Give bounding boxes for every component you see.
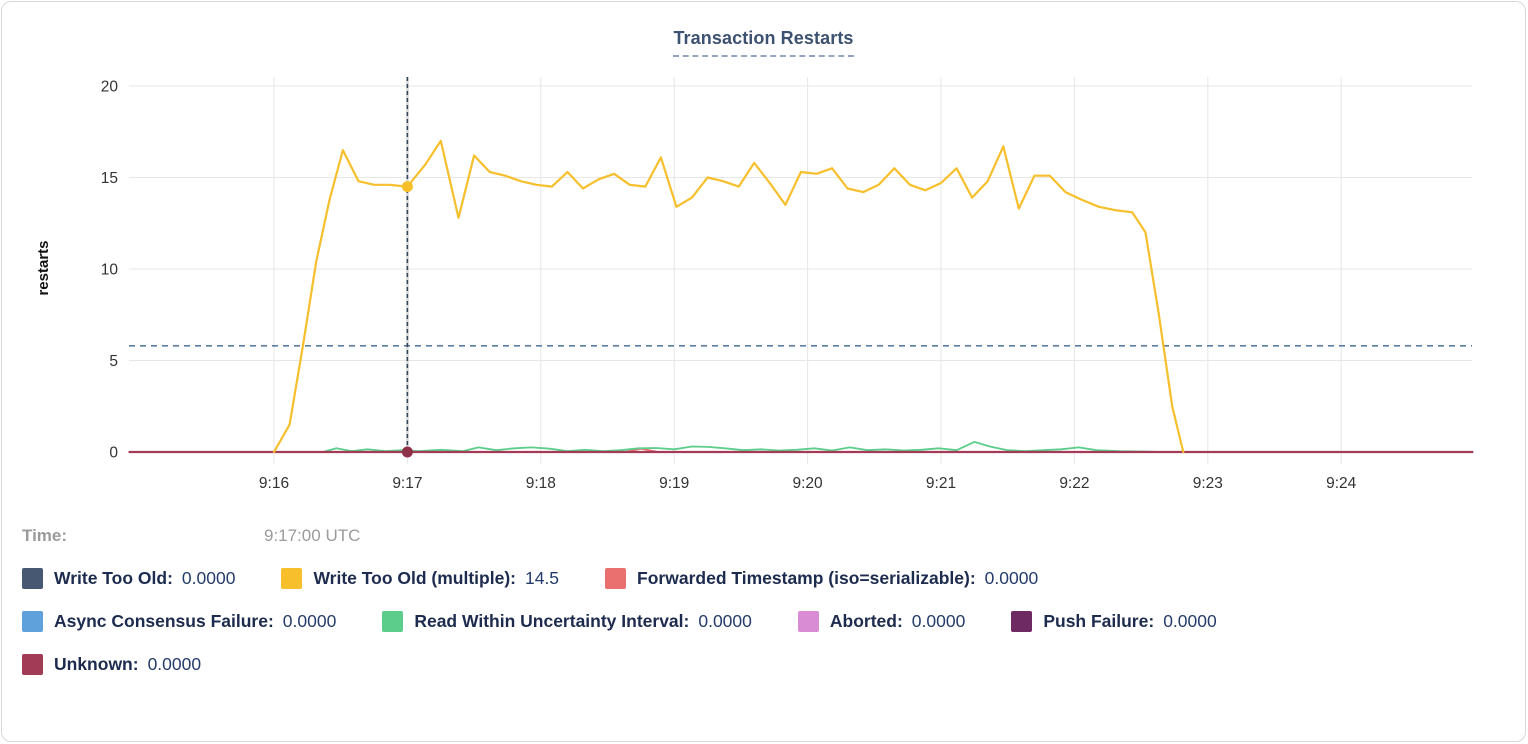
- transaction-restarts-chart[interactable]: 0 5 10 15 20 9:16 9:17 9:18 9:19 9:20 9:21 9:22 9:23…: [2, 2, 1526, 507]
- chart-title[interactable]: Transaction Restarts: [673, 28, 854, 57]
- legend-label: Async Consensus Failure:: [54, 611, 274, 631]
- legend-value: 0.0000: [1163, 611, 1217, 631]
- y-tick-label: 20: [101, 79, 119, 96]
- legend-value: 14.5: [524, 568, 560, 588]
- legend-swatch-write-too-old: [22, 568, 43, 589]
- legend-label: Unknown:: [54, 654, 139, 674]
- legend-swatch-forwarded-timestamp-iso-serializable: [605, 568, 627, 589]
- series-read-within-uncertainty-interval: [321, 440, 1165, 453]
- legend-label: Read Within Uncertainty Interval:: [414, 611, 690, 631]
- y-axis-label: restarts: [35, 240, 52, 295]
- legend-item-unknown: Unknown: 0.0000: [22, 654, 201, 675]
- x-tick-label: 9:23: [1193, 475, 1223, 492]
- legend-value: 0.0000: [147, 654, 202, 674]
- x-tick-label: 9:18: [526, 475, 556, 492]
- legend-item-aborted: Aborted: 0.0000: [797, 611, 966, 632]
- legend: Write Too Old: 0.0000 Write Too Old (multi…: [22, 568, 1509, 675]
- legend-row: Unknown: 0.0000: [22, 654, 1509, 675]
- hover-point-write-too-old-multiple: [401, 181, 413, 193]
- x-tick-label: 9:16: [259, 475, 289, 492]
- legend-item-write-too-old-multiple: Write Too Old (multiple): 14.5: [281, 568, 559, 589]
- series-write-too-old-multiple: [272, 139, 1185, 454]
- legend-value: 0.0000: [911, 611, 966, 631]
- legend-value: 0.0000: [282, 611, 337, 631]
- y-tick-label: 10: [101, 262, 119, 279]
- legend-value: 0.0000: [698, 611, 752, 631]
- chart-title-row: Transaction Restarts: [2, 28, 1525, 57]
- legend-item-async-consensus-failure: Async Consensus Failure: 0.0000: [22, 611, 336, 632]
- legend-swatch-async-consensus-failure: [22, 611, 43, 632]
- time-label: Time:: [22, 526, 68, 545]
- legend-label: Push Failure:: [1043, 611, 1155, 631]
- legend-swatch-unknown: [22, 654, 43, 675]
- x-tick-label: 9:22: [1059, 475, 1089, 492]
- legend-item-write-too-old: Write Too Old: 0.0000: [22, 568, 235, 589]
- x-tick-label: 9:24: [1326, 475, 1357, 492]
- legend-label: Forwarded Timestamp (iso=serializable):: [637, 568, 976, 588]
- hover-time-row: Time: 9:17:00 UTC: [22, 526, 1509, 546]
- legend-swatch-aborted: [797, 611, 819, 632]
- x-tick-label: 9:20: [793, 475, 824, 492]
- x-tick-label: 9:21: [926, 475, 956, 492]
- legend-row: Async Consensus Failure: 0.0000 Read Withi…: [22, 611, 1509, 632]
- hover-readout: Time: 9:17:00 UTC Write Too Old: 0.0000 Wr…: [22, 526, 1509, 675]
- legend-swatch-push-failure: [1011, 611, 1033, 632]
- y-tick-label: 15: [101, 170, 118, 187]
- hover-point-unknown: [401, 446, 413, 458]
- legend-label: Aborted:: [829, 611, 903, 631]
- time-value: 9:17:00 UTC: [264, 526, 361, 545]
- legend-label: Write Too Old (multiple):: [313, 568, 516, 588]
- legend-row: Write Too Old: 0.0000 Write Too Old (multi…: [22, 568, 1509, 589]
- legend-value: 0.0000: [984, 568, 1039, 588]
- x-tick-label: 9:19: [659, 475, 689, 492]
- legend-item-forwarded-timestamp-iso-serializable: Forwarded Timestamp (iso=serializable): 0…: [605, 568, 1038, 589]
- y-tick-label: 0: [109, 445, 118, 462]
- x-tick-label: 9:17: [392, 475, 422, 492]
- legend-swatch-write-too-old-multiple: [281, 568, 303, 589]
- legend-item-push-failure: Push Failure: 0.0000: [1011, 611, 1217, 632]
- legend-label: Write Too Old:: [54, 568, 173, 588]
- legend-item-read-within-uncertainty-interval: Read Within Uncertainty Interval: 0.0000: [382, 611, 752, 632]
- y-tick-label: 5: [109, 353, 118, 370]
- legend-value: 0.0000: [181, 568, 236, 588]
- legend-swatch-read-within-uncertainty-interval: [382, 611, 404, 632]
